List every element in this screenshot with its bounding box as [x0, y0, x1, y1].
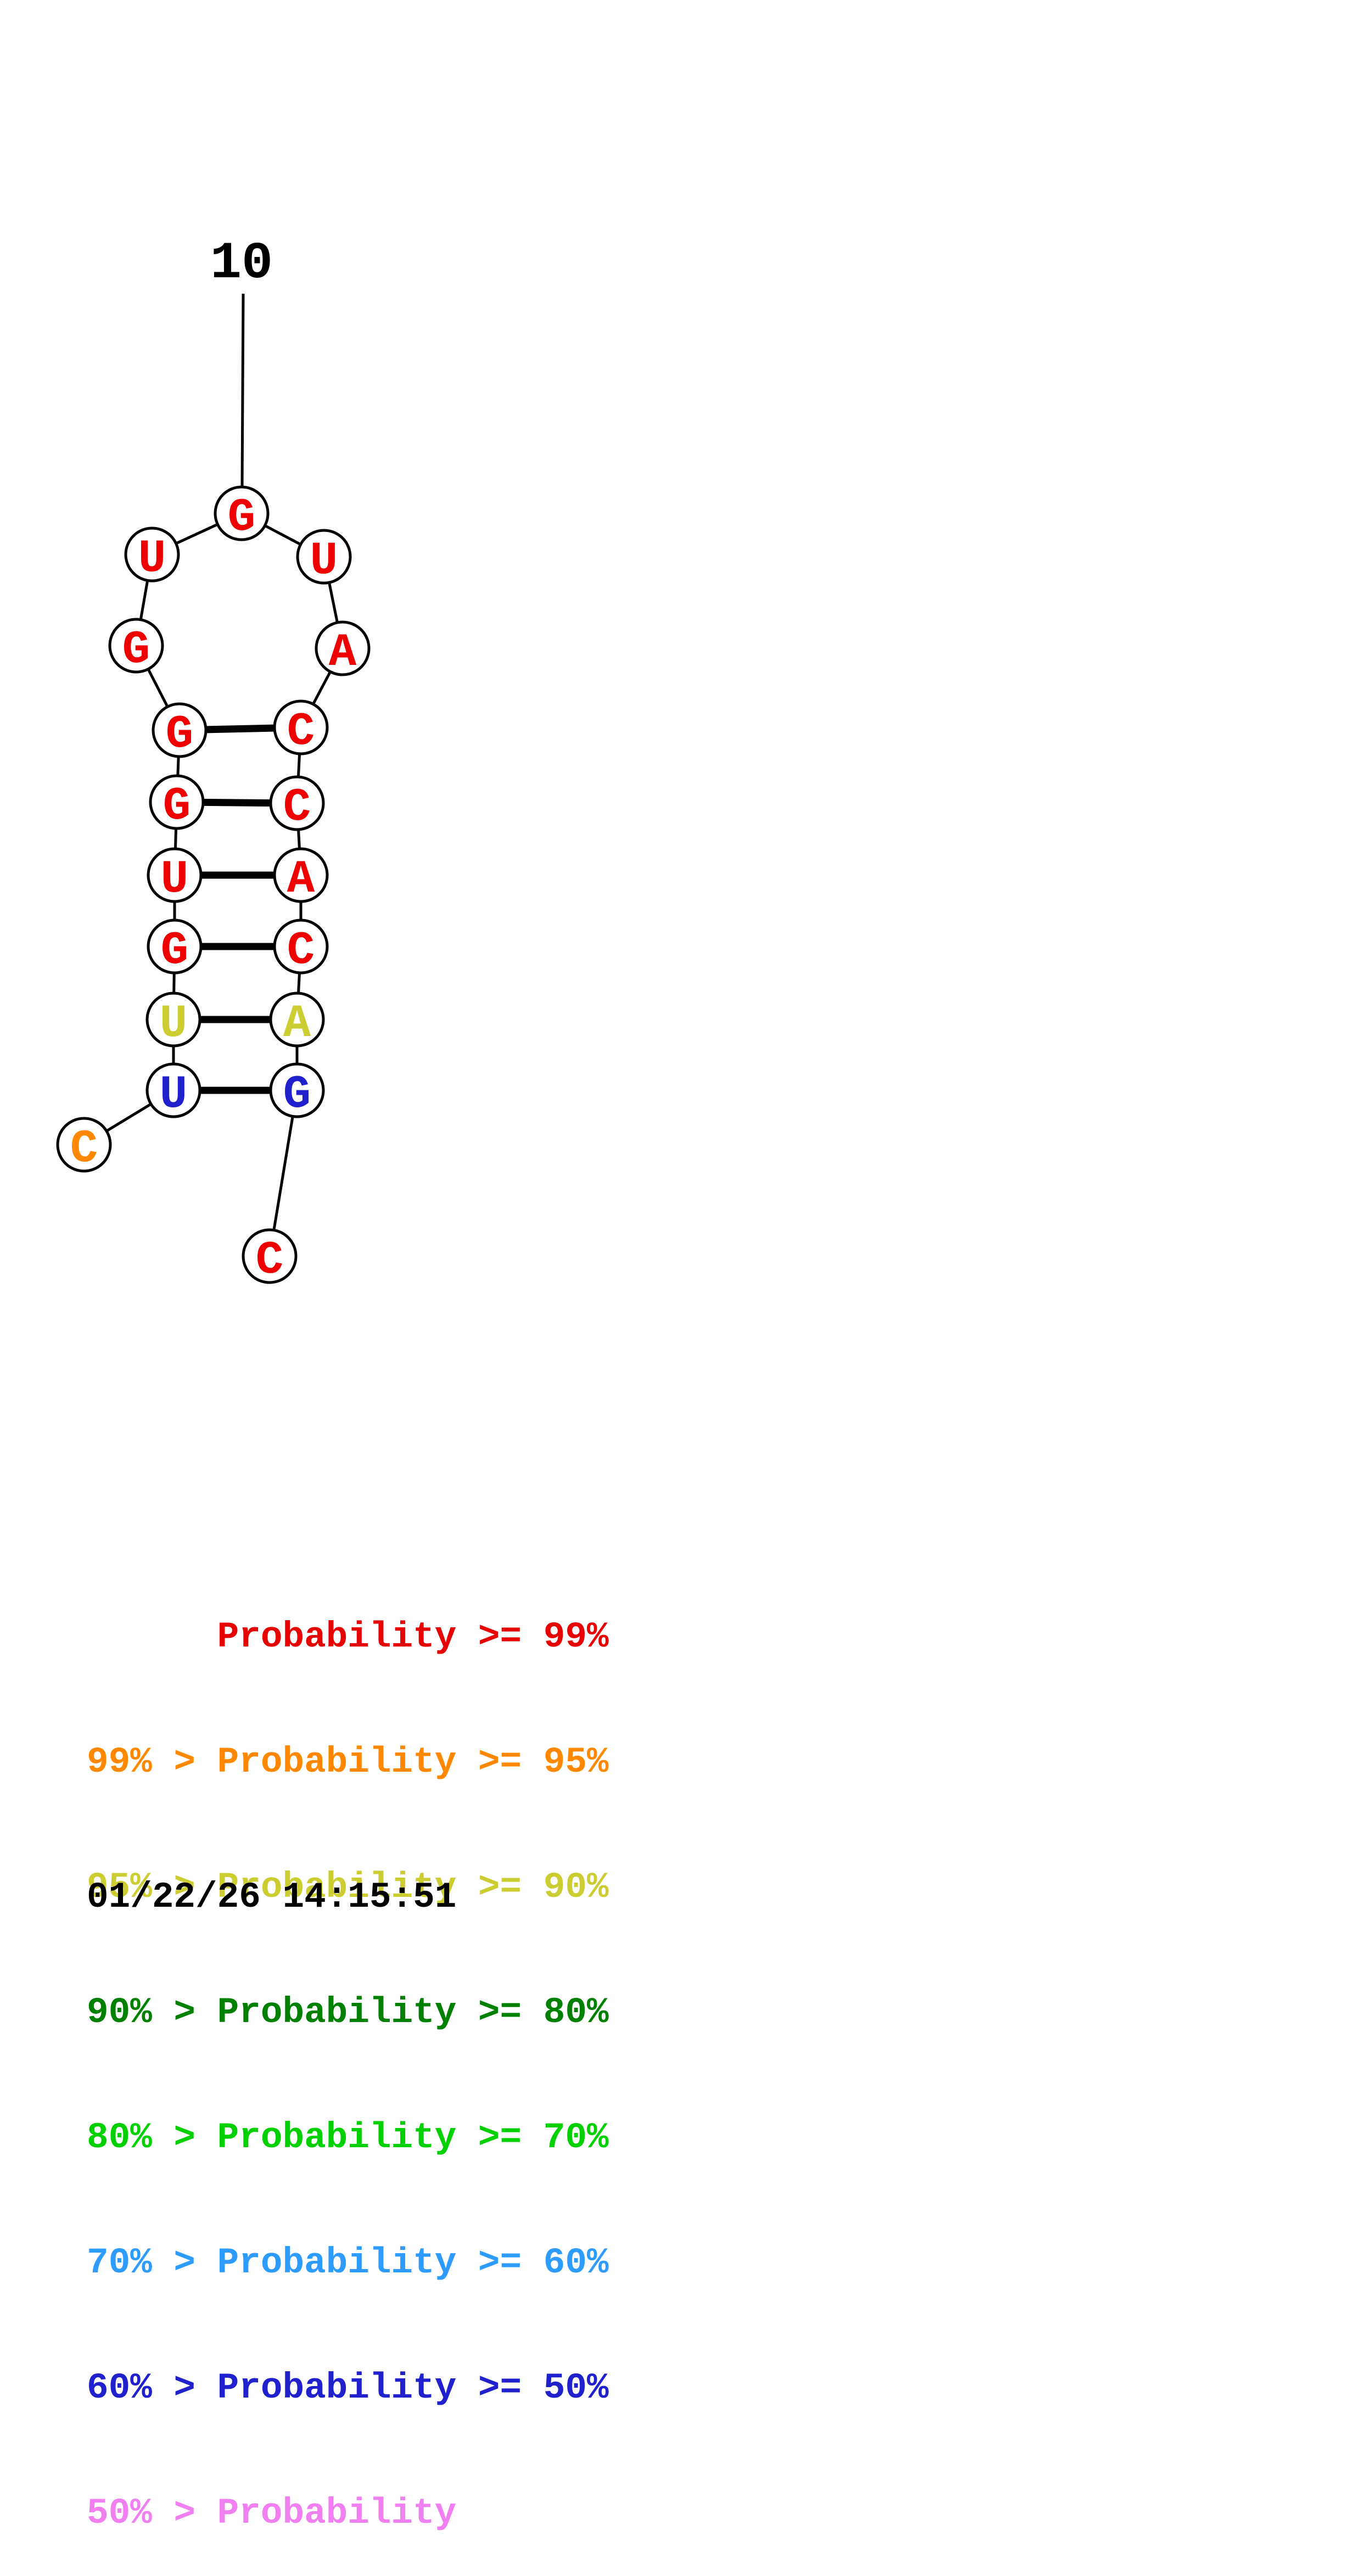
nucleotide-circle — [56, 1117, 112, 1173]
nucleotide-base: C — [287, 925, 315, 977]
timestamp: 01/22/26 14:15:51 — [87, 1877, 457, 1918]
nucleotide-circle — [214, 485, 270, 541]
nucleotide-circle — [147, 919, 203, 975]
nucleotide-base: U — [160, 998, 187, 1050]
nucleotide-circle — [108, 618, 164, 674]
legend-line-70-80: 80% > Probability >= 70% — [87, 2117, 609, 2158]
legend-line-80-90: 90% > Probability >= 80% — [87, 1992, 609, 2033]
backbone-segment — [268, 1090, 299, 1257]
nucleotide-base: G — [163, 781, 191, 833]
nucleotide-circle — [269, 1062, 325, 1118]
nucleotide-circle — [269, 992, 325, 1048]
position-label-line-group — [240, 293, 245, 488]
nucleotide-base: C — [256, 1235, 283, 1287]
legend-line-below-50: 50% > Probability — [87, 2493, 457, 2534]
nucleotide-base: A — [287, 854, 315, 906]
nucleotide-circle — [315, 620, 371, 676]
nucleotide-base: G — [283, 1069, 311, 1121]
nucleotide-circle — [149, 774, 205, 830]
nucleotide-base: U — [310, 535, 338, 587]
nucleotide-base: C — [70, 1123, 98, 1175]
nucleotide-circle — [296, 529, 352, 585]
legend-line-95-99: 99% > Probability >= 95% — [87, 1741, 609, 1783]
legend-line-50-60: 60% > Probability >= 50% — [87, 2367, 609, 2409]
nucleotide-circle — [242, 1228, 298, 1284]
nucleotide-base: A — [283, 998, 311, 1050]
nucleotide-base: C — [283, 782, 311, 834]
nucleotide-circle — [147, 847, 203, 903]
probability-legend: Probability >= 99% 99% > Probability >= … — [87, 1533, 609, 2576]
nucleotide-base: U — [160, 1069, 187, 1121]
nucleotide-circle — [152, 702, 208, 758]
legend-line-90-95: 95% > Probability >= 90% — [87, 1867, 609, 1908]
nucleotide-circle — [145, 1062, 201, 1118]
nucleotide-base: U — [138, 533, 166, 585]
nucleotide-base: U — [161, 854, 188, 906]
nucleotide-base: G — [161, 925, 188, 977]
position-label-line — [240, 293, 245, 488]
nucleotide-base: G — [166, 709, 193, 761]
nucleotide-circle — [124, 527, 180, 583]
nucleotide-base: A — [329, 627, 357, 679]
nucleotide-base: G — [228, 492, 255, 544]
nucleotide-circle — [273, 847, 329, 903]
nucleotide-circle — [273, 919, 329, 975]
nucleotide-base: C — [287, 706, 315, 758]
nucleotide-circle — [273, 699, 329, 755]
legend-line-99: Probability >= 99% — [87, 1616, 609, 1657]
position-label: 10 — [210, 234, 273, 293]
nucleotide-circle — [145, 992, 201, 1048]
nucleotide-base: G — [122, 624, 150, 676]
nucleotide-circle — [269, 775, 325, 831]
legend-line-60-70: 70% > Probability >= 60% — [87, 2242, 609, 2283]
